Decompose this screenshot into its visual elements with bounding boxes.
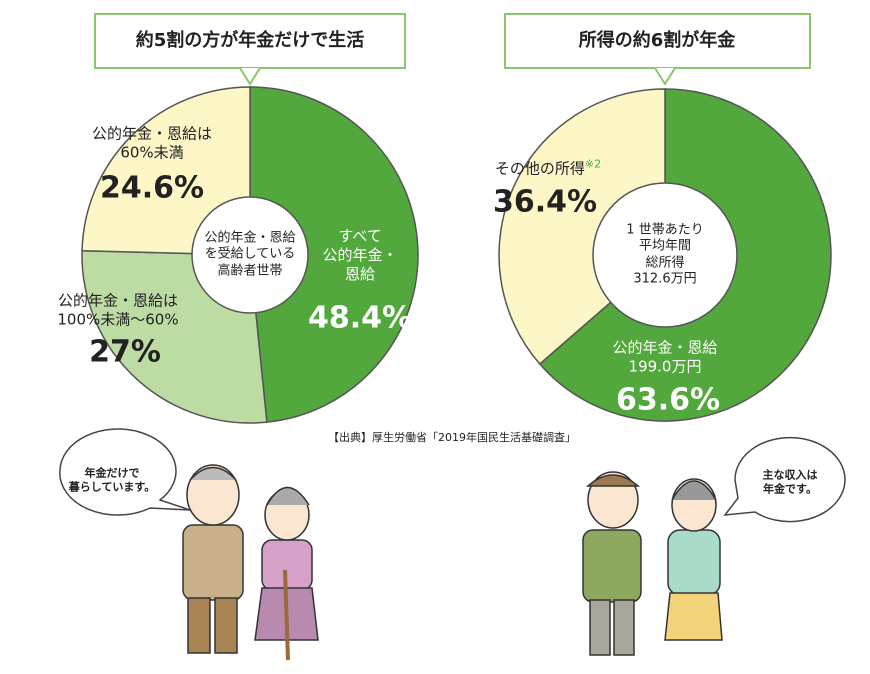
donut-center bbox=[592, 182, 738, 328]
donut-center bbox=[191, 196, 309, 314]
center-label: 1 世帯あたり 平均年間 総所得 312.6万円 bbox=[626, 222, 704, 287]
value-label: 48.4% bbox=[307, 300, 413, 336]
illustration-elderly-couple bbox=[582, 471, 723, 656]
slice-label: 公的年金・恩給は 100%未満〜60% bbox=[57, 291, 179, 328]
speech-bubble bbox=[723, 436, 846, 523]
title-pointer bbox=[654, 67, 676, 86]
pie-slice bbox=[81, 86, 251, 256]
note: ※2 bbox=[584, 157, 602, 171]
value-label: 63.6% bbox=[615, 382, 721, 418]
pie-slice bbox=[498, 88, 666, 366]
speech-bubble bbox=[59, 428, 191, 516]
slice-label: 公的年金・恩給 199.0万円 bbox=[612, 338, 718, 375]
speech-bubble-text: 年金だけで 暮らしています。 bbox=[68, 466, 156, 493]
illustration-elderly-couple bbox=[182, 464, 319, 661]
value-label: 27% bbox=[89, 334, 161, 370]
value-label: 24.6% bbox=[99, 170, 205, 206]
pie-slice bbox=[249, 86, 419, 423]
slice-label: すべて 公的年金・ 恩給 bbox=[322, 226, 398, 283]
title-box bbox=[94, 13, 406, 69]
chart-title: 所得の約6割が年金 bbox=[578, 29, 736, 51]
title-pointer bbox=[239, 67, 261, 86]
slice-label: その他の所得※2 bbox=[494, 157, 602, 178]
speech-bubble-text: 主な収入は 年金です。 bbox=[762, 468, 818, 495]
chart-title: 約5割の方が年金だけで生活 bbox=[135, 29, 365, 51]
value-label: 36.4% bbox=[492, 184, 598, 220]
center-label: 公的年金・恩給 を受給している 高齢者世帯 bbox=[204, 230, 296, 279]
source: 【出典】厚生労働省「2019年国民生活基礎調査」 bbox=[328, 431, 576, 445]
slice-label: 公的年金・恩給は 60%未満 bbox=[91, 124, 213, 161]
title-box bbox=[504, 13, 811, 69]
